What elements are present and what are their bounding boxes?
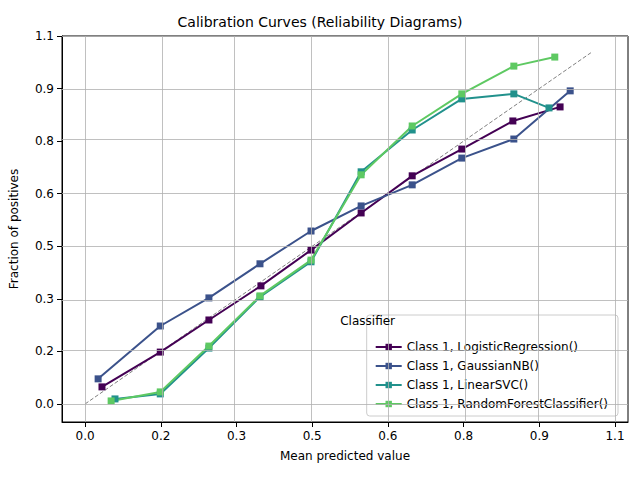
svg-text:0.2: 0.2 — [35, 344, 54, 358]
svg-text:1.1: 1.1 — [605, 429, 624, 443]
svg-text:Class 1, LinearSVC(): Class 1, LinearSVC() — [407, 378, 529, 392]
svg-text:0.9: 0.9 — [530, 429, 549, 443]
svg-text:0.5: 0.5 — [35, 239, 54, 253]
svg-text:0.5: 0.5 — [303, 429, 322, 443]
svg-text:0.9: 0.9 — [35, 82, 54, 96]
svg-text:0.8: 0.8 — [454, 429, 473, 443]
svg-text:0.6: 0.6 — [35, 187, 54, 201]
svg-text:Class 1, GaussianNB(): Class 1, GaussianNB() — [407, 359, 539, 373]
svg-text:Class 1, RandomForestClassifie: Class 1, RandomForestClassifier() — [407, 397, 608, 411]
svg-text:Classifier: Classifier — [340, 314, 395, 328]
svg-text:Class 1, LogisticRegression(): Class 1, LogisticRegression() — [407, 340, 578, 354]
svg-text:1.1: 1.1 — [35, 29, 54, 43]
svg-text:Calibration Curves (Reliabilit: Calibration Curves (Reliability Diagrams… — [178, 14, 463, 30]
svg-text:0.6: 0.6 — [378, 429, 397, 443]
svg-text:Mean predicted value: Mean predicted value — [280, 449, 410, 463]
svg-text:0.3: 0.3 — [227, 429, 246, 443]
svg-text:Fraction of positives: Fraction of positives — [7, 169, 21, 289]
svg-text:0.0: 0.0 — [76, 429, 95, 443]
svg-text:0.2: 0.2 — [151, 429, 170, 443]
svg-text:0.0: 0.0 — [35, 397, 54, 411]
svg-text:0.3: 0.3 — [35, 292, 54, 306]
svg-text:0.8: 0.8 — [35, 134, 54, 148]
